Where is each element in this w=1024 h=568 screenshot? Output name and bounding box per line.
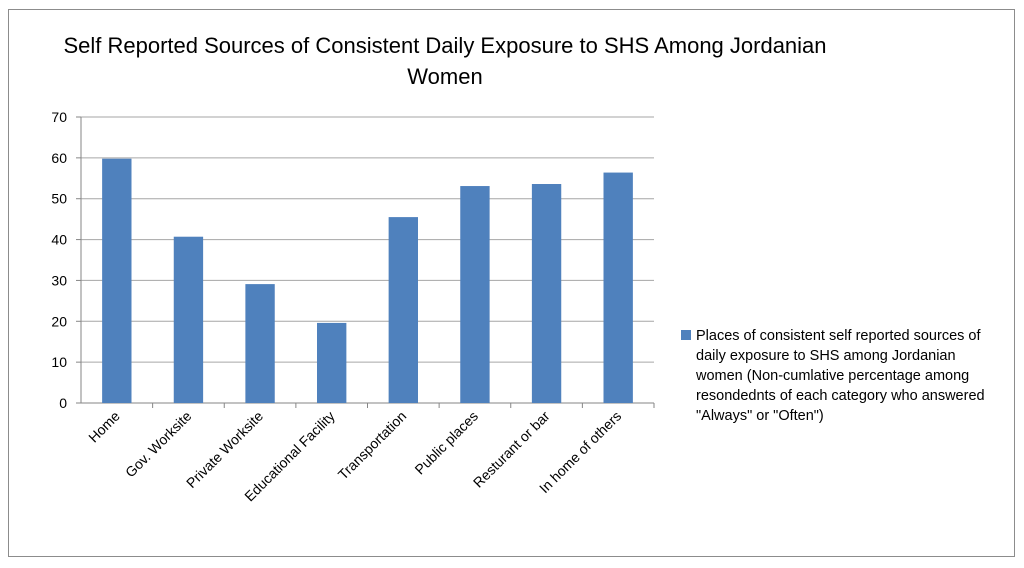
y-tick-label: 10 [51,354,67,370]
legend-label: Places of consistent self reported sourc… [696,328,985,424]
x-tick-label: Gov. Worksite [122,408,195,481]
chart-title: Self Reported Sources of Consistent Dail… [63,33,827,89]
bar [388,217,418,403]
y-tick-label: 60 [51,150,67,166]
bar [460,186,490,403]
bar [531,184,562,403]
x-tick-label: Home [85,408,123,446]
bar [603,172,633,403]
gridlines [81,116,654,363]
bar [317,322,347,403]
y-tick-label: 30 [51,272,67,288]
y-tick-label: 70 [51,109,67,125]
axes [76,116,655,408]
bar [245,284,275,403]
x-tick-label: Public places [411,408,481,478]
x-tick-label: Resturant or bar [470,408,553,491]
y-tick-label: 40 [51,232,67,248]
bar [173,236,204,403]
y-tick-label: 20 [51,313,67,329]
legend-swatch [681,330,691,340]
x-tick-label: Private Worksite [183,408,266,491]
x-tick-label: Transportation [335,408,410,483]
bar [102,158,132,403]
y-tick-labels: 0 10 20 30 40 50 60 70 [51,109,67,411]
y-tick-label: 0 [59,395,67,411]
y-tick-label: 50 [51,191,67,207]
bars [102,158,633,403]
